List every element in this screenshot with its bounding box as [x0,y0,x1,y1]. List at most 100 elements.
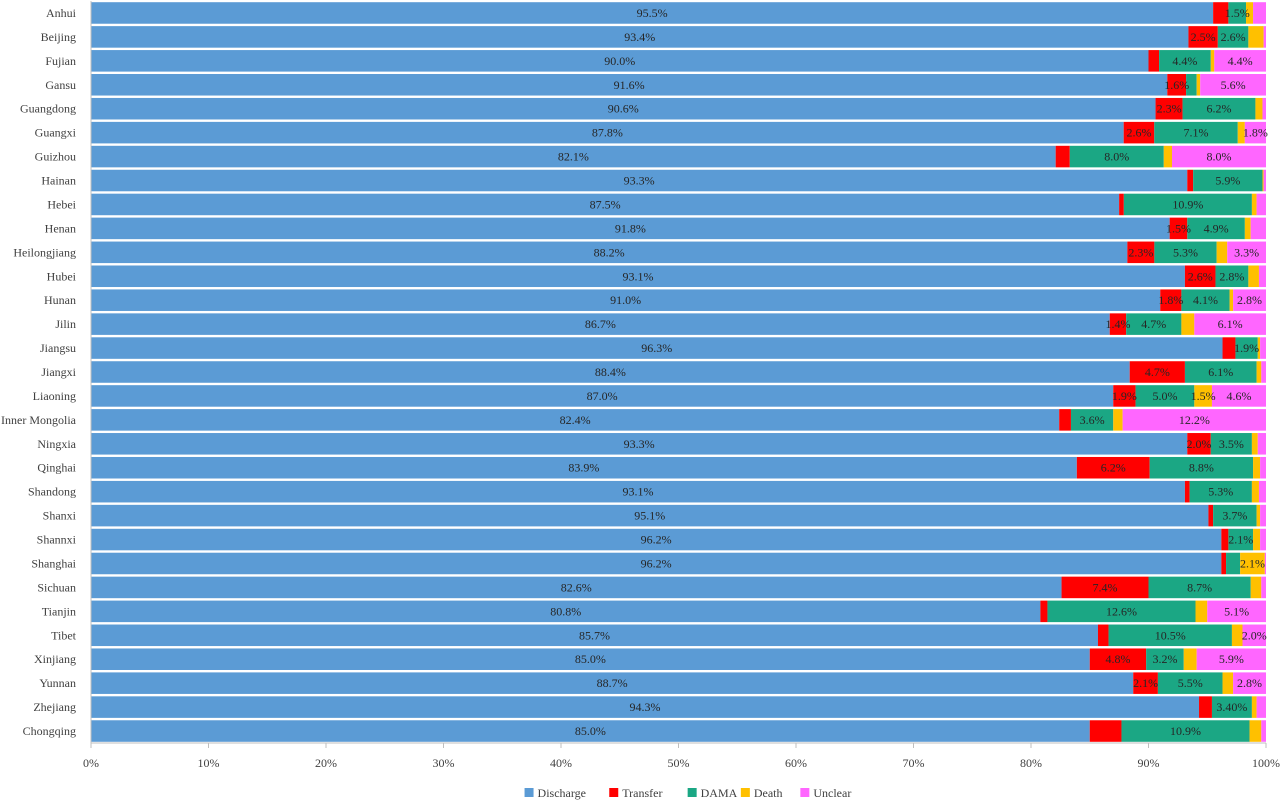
data-label-yunnan-unclear: 2.8% [1237,676,1262,690]
bar-hainan-death [1262,169,1264,192]
bar-henan-dama [1187,217,1245,240]
bar-guangdong-discharge [91,97,1156,120]
bar-heilongjiang-discharge [91,241,1128,264]
bar-ningxia-discharge [91,433,1188,455]
data-label-zhejiang-dama: 3.40% [1216,700,1247,714]
bar-chongqing-dama [1121,720,1250,742]
data-label-shandong-discharge: 93.1% [622,485,653,499]
bar-anhui-transfer [1213,2,1229,24]
bar-shanghai-death [1240,552,1265,575]
bar-yunnan-dama [1157,672,1223,694]
bar-xinjiang-discharge [91,648,1090,670]
bar-tianjin-death [1195,600,1208,623]
bar-hebei-transfer [1119,193,1124,216]
bar-gansu-dama [1186,74,1197,96]
data-label-tianjin-unclear: 5.1% [1224,604,1249,618]
legend-swatch-discharge [524,788,534,797]
bar-xinjiang-transfer [1089,648,1147,670]
bar-beijing-transfer [1188,26,1218,48]
bar-qinghai-dama [1149,456,1254,479]
bar-guangdong-unclear [1262,97,1266,120]
bar-yunnan-death [1222,672,1234,694]
bar-shannxi-transfer [1221,528,1229,551]
data-label-guangxi-discharge: 87.8% [592,126,623,140]
x-tick-label: 70% [903,756,925,770]
data-label-heilongjiang-unclear: 3.3% [1234,245,1259,259]
bar-sichuan-death [1250,576,1262,599]
bar-shandong-unclear [1258,480,1266,503]
data-label-hunan-discharge: 91.0% [610,293,641,307]
bar-xinjiang-unclear [1196,648,1266,670]
data-label-heilongjiang-transfer: 2.3% [1128,245,1153,259]
bar-guangdong-dama [1182,97,1256,120]
category-label-gansu: Gansu [45,78,76,92]
data-label-liaoning-unclear: 4.6% [1226,389,1251,403]
x-tick-label: 50% [668,756,690,770]
bar-jiangxi-discharge [91,361,1130,383]
data-label-xinjiang-unclear: 5.9% [1219,652,1244,666]
bar-tibet-unclear [1242,624,1266,647]
bar-tianjin-unclear [1207,600,1266,623]
data-label-beijing-transfer: 2.5% [1191,30,1216,44]
bar-henan-transfer [1169,217,1188,240]
category-label-shannxi: Shannxi [37,533,77,547]
bar-jilin-transfer [1109,313,1127,335]
bar-shannxi-death [1253,528,1261,551]
bar-jiangsu-discharge [91,337,1223,359]
bar-fujian-discharge [91,50,1149,72]
legend-label-unclear: Unclear [813,786,851,800]
data-label-shanxi-dama: 3.7% [1222,509,1247,523]
bar-guangxi-transfer [1123,121,1155,144]
data-label-hubei-discharge: 93.1% [622,269,653,283]
data-label-guangdong-dama: 6.2% [1207,102,1232,116]
bar-jiangxi-transfer [1129,361,1185,383]
bar-fujian-dama [1159,50,1211,72]
data-label-ningxia-transfer: 2.0% [1187,437,1212,451]
data-label-jilin-transfer: 1.4% [1105,317,1130,331]
bar-anhui-unclear [1253,2,1266,24]
bars-layer [91,2,1266,742]
bar-inner-mongolia-death [1113,409,1123,431]
category-label-jiangxi: Jiangxi [41,365,76,379]
bar-liaoning-discharge [91,385,1114,407]
bar-jilin-unclear [1194,313,1266,335]
data-label-chongqing-discharge: 85.0% [575,724,606,738]
data-label-hebei-discharge: 87.5% [590,197,621,211]
category-label-chongqing: Chongqing [23,724,76,738]
data-label-guangxi-transfer: 2.6% [1126,126,1151,140]
bar-shanxi-dama [1213,504,1257,527]
data-label-tibet-discharge: 85.7% [579,628,610,642]
data-label-shannxi-discharge: 96.2% [641,533,672,547]
bar-zhejiang-discharge [91,696,1200,718]
category-label-qinghai: Qinghai [37,461,76,475]
x-tick-label: 30% [433,756,455,770]
bar-jiangxi-death [1256,361,1262,383]
bar-henan-discharge [91,217,1170,240]
data-label-xinjiang-discharge: 85.0% [575,652,606,666]
x-tick-label: 80% [1020,756,1042,770]
data-label-qinghai-dama: 8.8% [1189,461,1214,475]
legend-label-dama: DAMA [701,786,738,800]
data-label-guangdong-discharge: 90.6% [608,102,639,116]
bar-inner-mongolia-discharge [91,409,1060,431]
data-label-guizhou-discharge: 82.1% [558,150,589,164]
data-label-qinghai-transfer: 6.2% [1101,461,1126,475]
category-label-shanxi: Shanxi [43,509,77,523]
bar-hainan-unclear [1263,169,1266,192]
data-label-qinghai-discharge: 83.9% [568,461,599,475]
legend-swatch-dama [687,788,697,797]
bar-qinghai-death [1253,456,1261,479]
x-tick-label: 90% [1138,756,1160,770]
data-label-shandong-dama: 5.3% [1208,485,1233,499]
data-label-yunnan-transfer: 2.1% [1133,676,1158,690]
bar-yunnan-discharge [91,672,1134,694]
data-label-shanxi-discharge: 95.1% [634,509,665,523]
bar-ningxia-death [1251,433,1258,455]
bar-shandong-dama [1189,480,1252,503]
category-label-tibet: Tibet [51,628,77,642]
bar-guangxi-unclear [1244,121,1266,144]
bar-hainan-transfer [1187,169,1194,192]
bar-hebei-dama [1123,193,1252,216]
bar-liaoning-unclear [1211,385,1266,407]
